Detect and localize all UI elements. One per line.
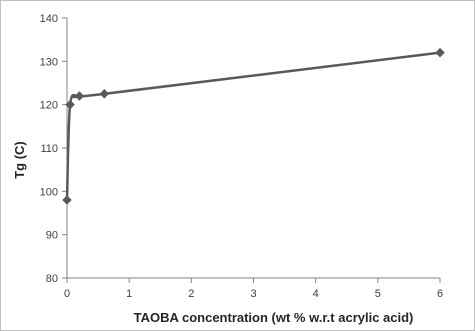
y-tick-label: 100 bbox=[40, 186, 58, 198]
data-point-marker bbox=[99, 88, 110, 99]
x-tick-label: 3 bbox=[250, 288, 256, 300]
series-line bbox=[65, 51, 442, 202]
y-tick-label: 80 bbox=[46, 273, 58, 285]
x-tick-label: 2 bbox=[188, 288, 194, 300]
y-tick-label: 130 bbox=[40, 56, 58, 68]
x-tick-label: 4 bbox=[313, 288, 319, 300]
x-tick-label: 5 bbox=[375, 288, 381, 300]
x-tick-label: 1 bbox=[126, 288, 132, 300]
x-tick-label: 0 bbox=[64, 288, 70, 300]
data-point-marker bbox=[62, 195, 72, 205]
y-tick-label: 120 bbox=[40, 100, 58, 112]
data-point-marker bbox=[74, 91, 85, 101]
y-tick-label: 140 bbox=[40, 13, 58, 25]
x-tick-label: 6 bbox=[437, 288, 443, 300]
x-axis-ticks: 0 1 2 3 4 5 6 bbox=[64, 278, 443, 300]
y-axis-title: Tg (C) bbox=[12, 141, 27, 179]
series-layer bbox=[62, 47, 445, 205]
x-axis-title: TAOBA concentration (wt % w.r.t acrylic … bbox=[134, 310, 414, 325]
y-axis-ticks: 80 90 100 110 120 130 140 bbox=[40, 13, 67, 285]
data-point-marker bbox=[65, 99, 75, 110]
y-tick-label: 90 bbox=[46, 230, 58, 242]
data-point-marker bbox=[435, 47, 445, 58]
y-tick-label: 110 bbox=[40, 143, 58, 155]
